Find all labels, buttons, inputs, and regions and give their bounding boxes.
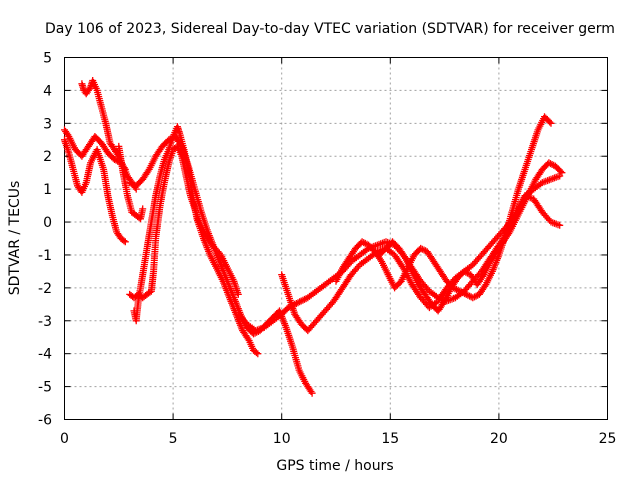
y-tick-label: -5: [38, 380, 52, 396]
y-tick-label: -4: [38, 347, 52, 363]
x-tick-label: 0: [60, 431, 69, 447]
y-axis-label: SDTVAR / TECUs: [7, 181, 23, 296]
x-axis-label: GPS time / hours: [276, 458, 393, 474]
y-tick-label: 1: [43, 182, 52, 198]
data-series-group: [61, 77, 566, 397]
y-tick-labels: -6 -5 -4 -3 -2 -1 0 1 2 3 4 5: [38, 51, 52, 429]
data-series: [61, 136, 129, 246]
x-tick-label: 15: [381, 431, 399, 447]
series-marker-trail: [115, 144, 146, 222]
axis-ticks: [64, 57, 608, 420]
series-marker-trail: [130, 124, 260, 357]
data-series: [126, 142, 242, 302]
x-tick-label: 25: [599, 431, 617, 447]
x-tick-label: 5: [169, 431, 178, 447]
y-tick-label: -2: [38, 281, 52, 297]
y-tick-label: -3: [38, 314, 52, 330]
data-series: [78, 77, 140, 193]
y-tick-label: 0: [43, 215, 52, 231]
y-tick-label: 3: [43, 116, 52, 132]
y-tick-label: 5: [43, 51, 52, 67]
y-tick-label: 4: [43, 83, 52, 99]
plot-frame: [64, 57, 608, 420]
series-marker-trail: [62, 128, 128, 172]
y-tick-label: -6: [38, 413, 52, 429]
data-point: [126, 179, 134, 187]
x-tick-label: 20: [490, 431, 508, 447]
data-series: [332, 113, 555, 302]
series-marker-trail: [61, 138, 128, 245]
data-series: [375, 159, 566, 315]
series-marker-trail: [377, 160, 565, 314]
data-series: [115, 142, 147, 223]
x-tick-label: 10: [273, 431, 291, 447]
chart-title: Day 106 of 2023, Sidereal Day-to-day VTE…: [45, 21, 615, 37]
y-tick-label: -1: [38, 248, 52, 264]
y-tick-label: 2: [43, 149, 52, 165]
x-tick-labels: 0 5 10 15 20 25: [60, 431, 616, 447]
